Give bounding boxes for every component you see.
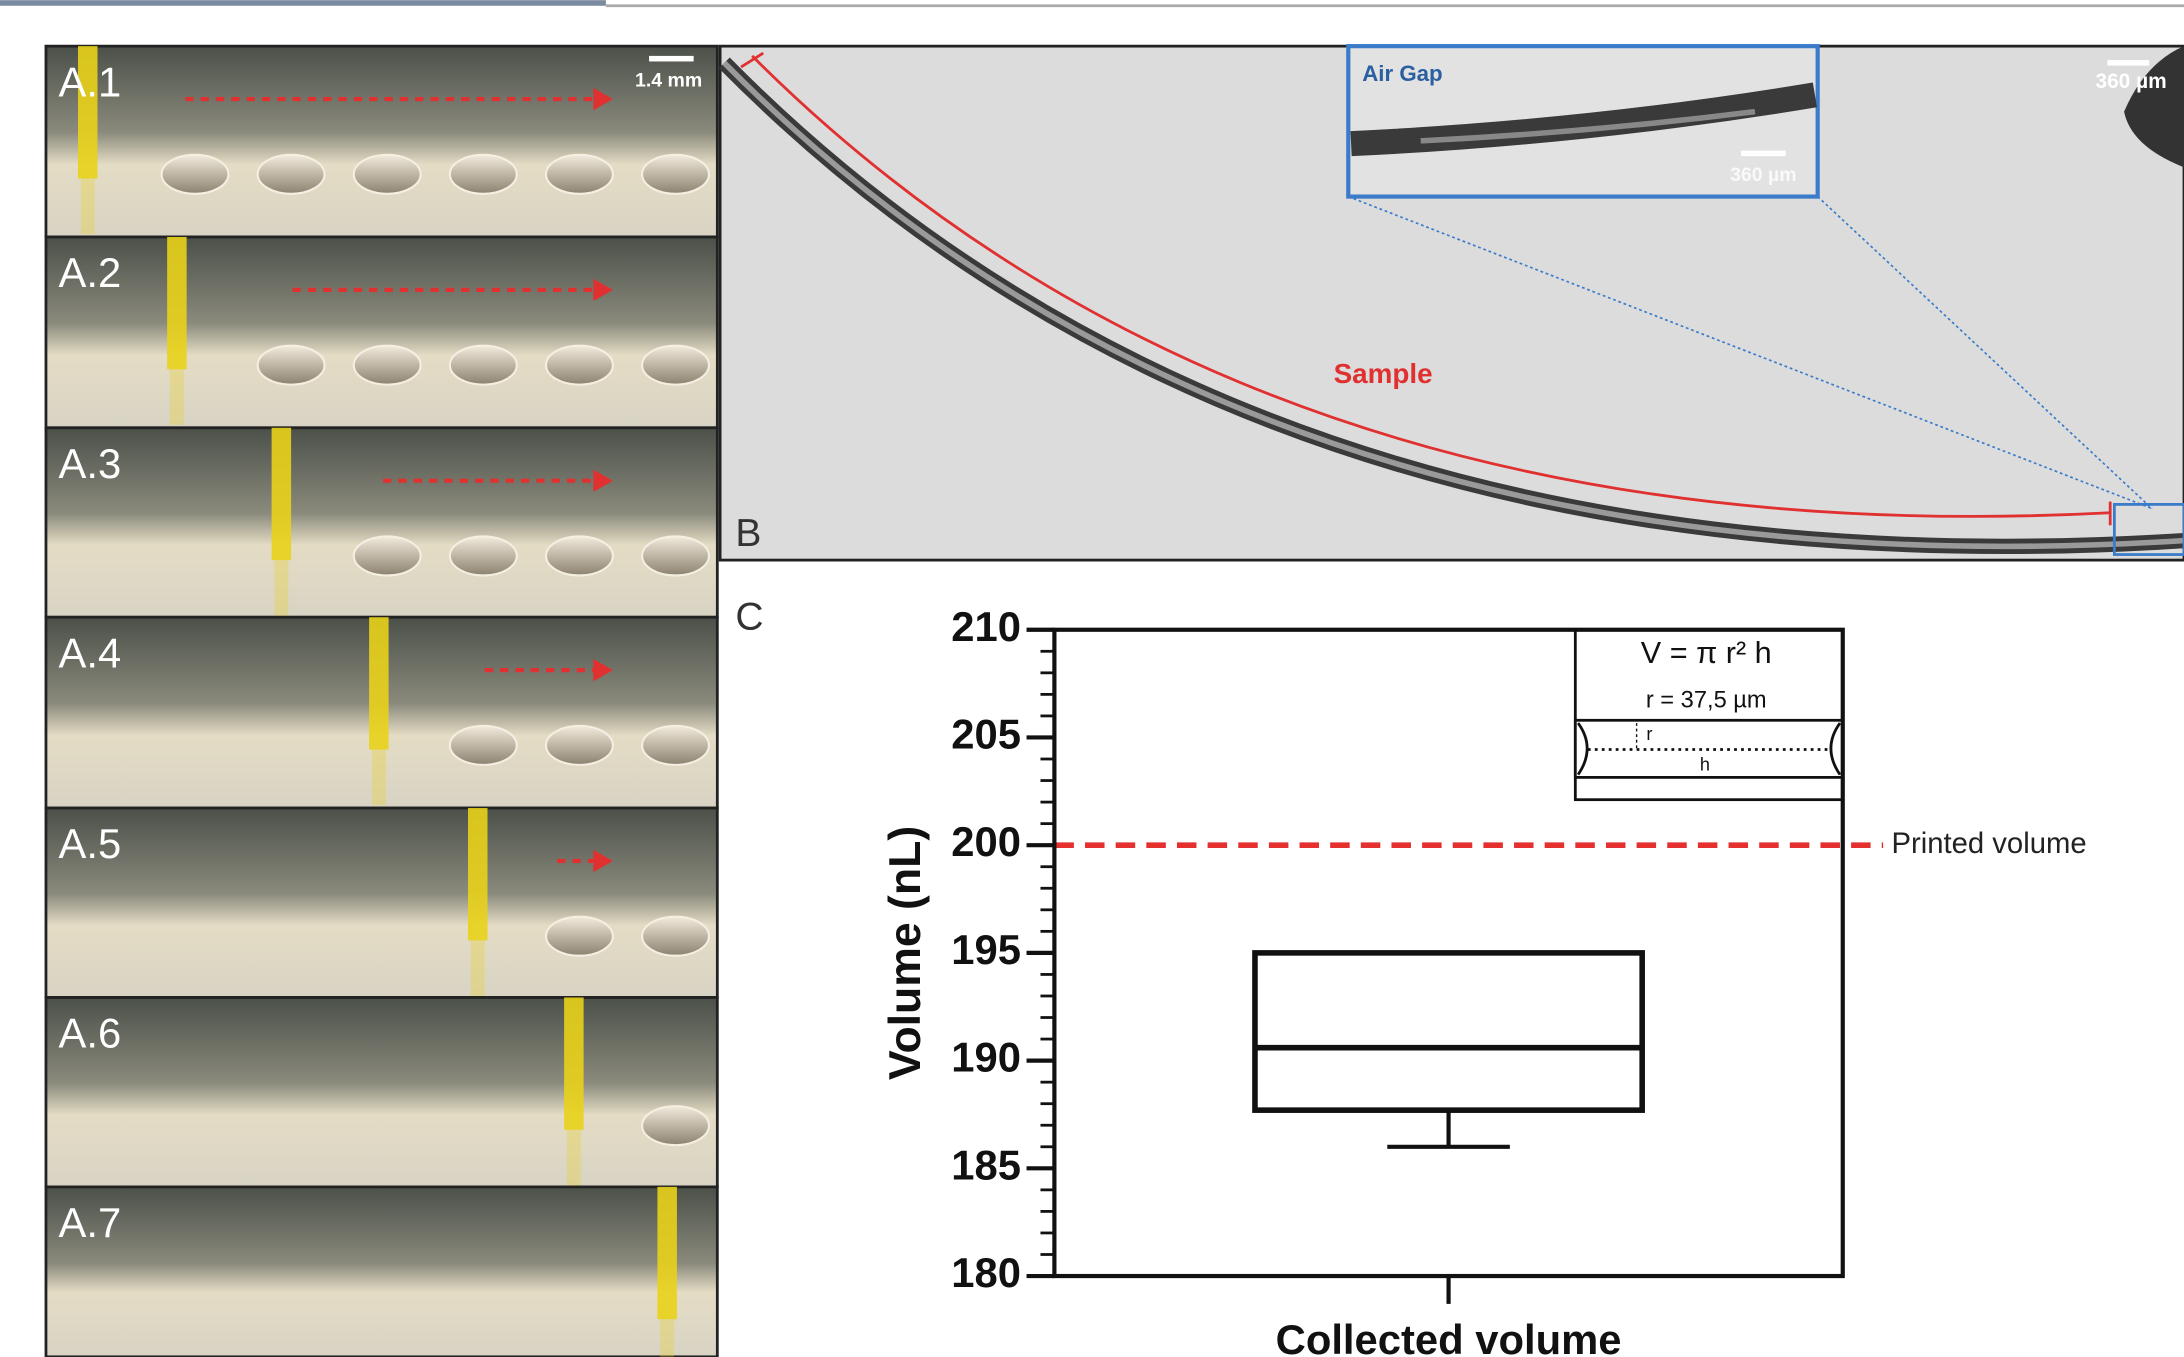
formula: V = π r² h bbox=[1641, 636, 1772, 670]
y-tick-label: 180 bbox=[951, 1249, 1021, 1296]
droplet bbox=[544, 915, 614, 957]
arrow-head bbox=[593, 87, 613, 111]
radius: r = 37,5 µm bbox=[1646, 688, 1767, 714]
y-tick-label: 195 bbox=[951, 926, 1021, 973]
panel-label: B bbox=[735, 512, 761, 555]
droplet bbox=[256, 153, 326, 195]
droplet bbox=[448, 535, 518, 577]
droplet bbox=[641, 344, 711, 386]
row-label: A.7 bbox=[59, 1199, 122, 1246]
row-label: A.6 bbox=[59, 1010, 122, 1057]
inset-capillary bbox=[1350, 82, 1817, 157]
x-tick-label: Collected volume bbox=[1276, 1316, 1622, 1357]
y-tick-label: 190 bbox=[951, 1034, 1021, 1081]
droplet bbox=[352, 344, 422, 386]
annotation: Sample bbox=[1334, 358, 1433, 389]
row-label: A.2 bbox=[59, 249, 122, 296]
y-tick-label: 210 bbox=[951, 603, 1021, 650]
nozzle-reflection bbox=[80, 178, 95, 235]
h-label: h bbox=[1700, 754, 1710, 774]
sample-bracket bbox=[751, 54, 2111, 518]
row-label: A.5 bbox=[59, 820, 122, 867]
arrow-head bbox=[593, 469, 613, 492]
box bbox=[1252, 950, 1645, 1113]
droplet bbox=[160, 153, 230, 195]
droplet bbox=[641, 915, 711, 957]
photo bbox=[44, 1185, 719, 1357]
nozzle-reflection bbox=[660, 1319, 675, 1357]
panel-label: C bbox=[735, 596, 763, 639]
photo bbox=[44, 44, 719, 239]
y-tick-label: 185 bbox=[951, 1141, 1021, 1188]
droplet bbox=[544, 724, 614, 766]
droplet bbox=[544, 153, 614, 195]
nozzle bbox=[167, 236, 187, 370]
nozzle bbox=[564, 997, 584, 1130]
droplet bbox=[448, 153, 518, 195]
arrow-head bbox=[593, 278, 613, 302]
scale-bar bbox=[2107, 60, 2150, 66]
r-label: r bbox=[1646, 724, 1652, 744]
row-label: A.3 bbox=[59, 440, 122, 487]
capillary-lumen bbox=[722, 60, 2184, 550]
scale-label: 360 µm bbox=[2095, 70, 2166, 93]
photo bbox=[44, 806, 719, 999]
meniscus bbox=[1576, 722, 1589, 776]
photo bbox=[44, 235, 719, 430]
droplet bbox=[544, 344, 614, 386]
arrow-head bbox=[593, 849, 613, 873]
scale-bar bbox=[649, 55, 694, 62]
droplet bbox=[641, 724, 711, 766]
droplet bbox=[352, 153, 422, 195]
y-tick-label: 205 bbox=[951, 710, 1021, 757]
droplet bbox=[352, 535, 422, 577]
nozzle bbox=[468, 808, 488, 941]
nozzle bbox=[369, 617, 389, 750]
nozzle-reflection bbox=[169, 369, 184, 425]
scale-label: 1.4 mm bbox=[635, 70, 702, 92]
photo bbox=[44, 996, 719, 1189]
photo bbox=[44, 426, 719, 619]
inset-scale-label: 360 µm bbox=[1730, 164, 1797, 186]
reference-label: Printed volume bbox=[1892, 828, 2087, 860]
dark-corner bbox=[2124, 46, 2184, 168]
row-label: A.1 bbox=[59, 58, 122, 105]
nozzle bbox=[271, 427, 292, 561]
nozzle bbox=[78, 46, 98, 179]
nozzle-reflection bbox=[371, 749, 386, 806]
droplet bbox=[256, 344, 326, 386]
nozzle-reflection bbox=[274, 560, 289, 616]
nozzle-reflection bbox=[566, 1129, 581, 1186]
nozzle-reflection bbox=[470, 940, 485, 997]
zoom-line bbox=[1817, 195, 2153, 510]
droplet bbox=[448, 724, 518, 766]
droplet bbox=[544, 535, 614, 577]
droplet bbox=[448, 344, 518, 386]
arrow-head bbox=[593, 659, 613, 682]
meniscus bbox=[1829, 722, 1842, 776]
row-label: A.4 bbox=[59, 629, 122, 676]
droplet bbox=[641, 535, 711, 577]
inset-scale-bar bbox=[1741, 150, 1786, 157]
top-bar bbox=[0, 0, 606, 6]
inset-label: Air Gap bbox=[1362, 61, 1442, 86]
droplet bbox=[641, 1105, 711, 1147]
y-axis-label: Volume (nL) bbox=[881, 826, 930, 1080]
y-tick-label: 200 bbox=[951, 818, 1021, 865]
zoom-line bbox=[1347, 195, 2153, 510]
air-gap bbox=[1420, 108, 1756, 144]
nozzle bbox=[657, 1186, 677, 1320]
bracket-end bbox=[740, 51, 765, 69]
droplet bbox=[641, 153, 711, 195]
zoom-region bbox=[2112, 503, 2184, 556]
